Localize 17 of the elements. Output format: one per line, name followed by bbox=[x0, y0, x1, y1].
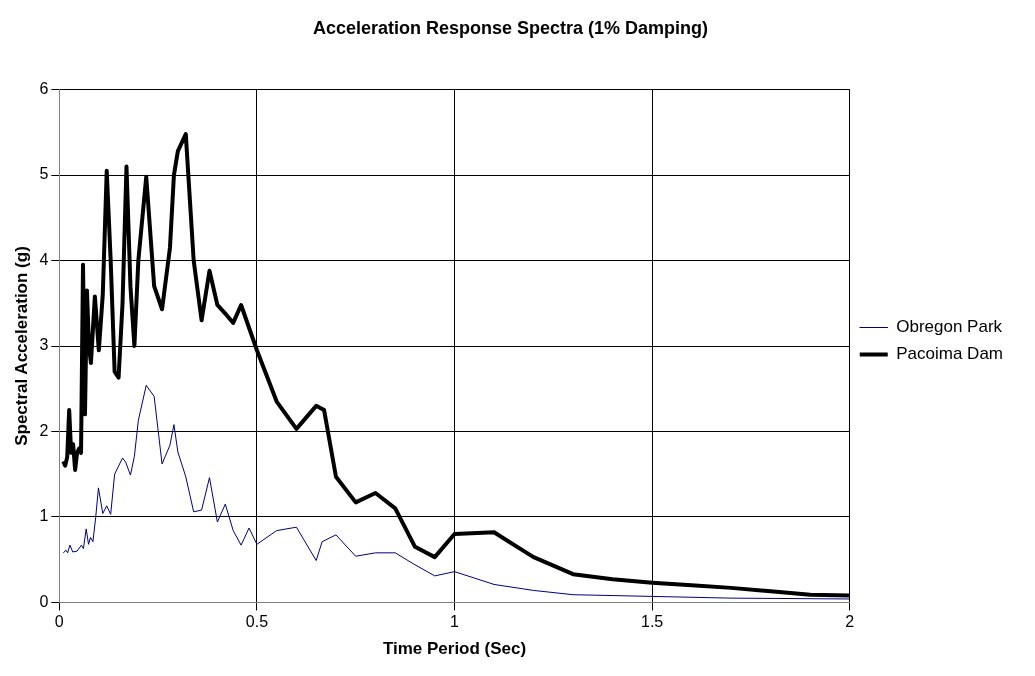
x-tick-label: 1 bbox=[450, 613, 460, 631]
legend-label: Pacoima Dam bbox=[896, 344, 1004, 364]
y-tick-label: 4 bbox=[39, 250, 49, 268]
x-tick-label: 0.5 bbox=[245, 613, 269, 631]
y-tick-label: 1 bbox=[39, 507, 49, 525]
x-axis-title: Time Period (Sec) bbox=[382, 639, 527, 659]
y-tick-label: 0 bbox=[39, 592, 49, 610]
chart-title: Acceleration Response Spectra (1% Damping) bbox=[312, 17, 709, 38]
legend-label: Obregon Park bbox=[896, 317, 1003, 337]
x-tick-label: 1.5 bbox=[641, 613, 664, 631]
y-tick-label: 5 bbox=[39, 165, 49, 183]
y-axis-title: Spectral Acceleration (g) bbox=[11, 246, 31, 446]
y-tick-label: 6 bbox=[39, 80, 49, 98]
y-tick-label: 3 bbox=[39, 336, 49, 354]
x-tick-label: 0 bbox=[54, 613, 64, 631]
x-tick-label: 2 bbox=[845, 613, 855, 631]
y-tick-label: 2 bbox=[39, 421, 49, 439]
